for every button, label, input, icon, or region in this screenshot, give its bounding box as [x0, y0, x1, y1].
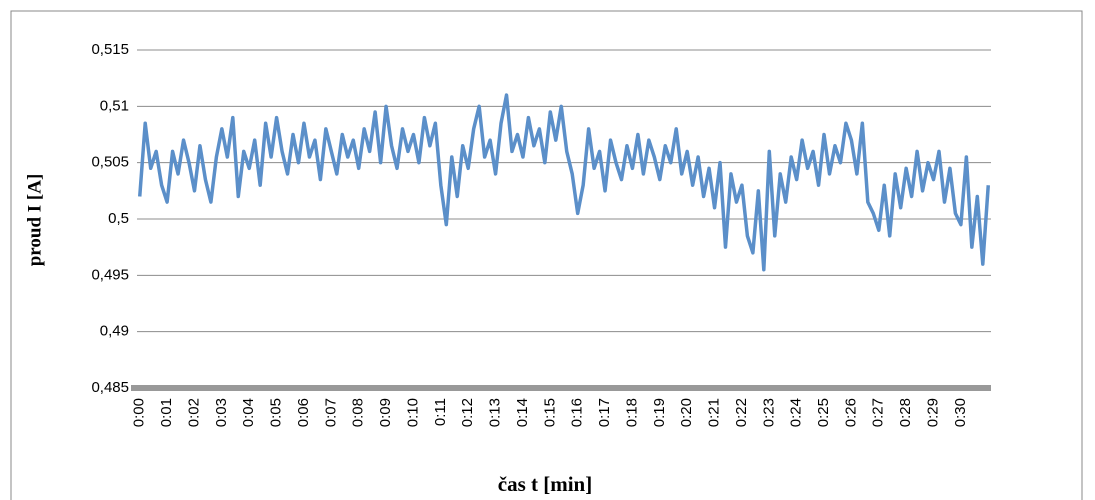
x-tick-label: 0:09	[377, 398, 394, 427]
x-tick-label: 0:11	[432, 398, 449, 426]
y-tick-label: 0,495	[91, 266, 129, 283]
x-tick-label: 0:20	[678, 398, 695, 427]
x-tick-label: 0:21	[706, 398, 723, 427]
x-tick-label: 0:08	[350, 398, 367, 427]
x-tick-label: 0:30	[952, 398, 969, 427]
x-tick-label: 0:05	[268, 398, 285, 427]
x-tick-label: 0:27	[870, 398, 887, 427]
y-tick-label: 0,515	[91, 41, 129, 58]
x-tick-label: 0:26	[842, 398, 859, 427]
y-tick-label: 0,485	[91, 379, 129, 396]
x-tick-label: 0:18	[623, 398, 640, 427]
x-tick-label: 0:28	[897, 398, 914, 427]
x-tick-label: 0:07	[322, 398, 339, 427]
x-tick-label: 0:29	[924, 398, 941, 427]
x-tick-label: 0:06	[295, 398, 312, 427]
x-tick-label: 0:15	[541, 398, 558, 427]
chart-frame	[10, 10, 1083, 500]
x-tick-label: 0:22	[733, 398, 750, 427]
x-axis-label: čas t [min]	[498, 472, 592, 496]
x-tick-label: 0:13	[487, 398, 504, 427]
x-tick-label: 0:10	[404, 398, 421, 427]
y-axis-label: proud I [A]	[24, 174, 45, 267]
x-tick-label: 0:00	[131, 398, 148, 427]
x-tick-label: 0:19	[651, 398, 668, 427]
y-tick-label: 0,5	[108, 210, 129, 227]
x-tick-label: 0:04	[240, 398, 257, 427]
x-tick-label: 0:14	[514, 398, 531, 427]
x-tick-label: 0:16	[569, 398, 586, 427]
x-tick-label: 0:23	[760, 398, 777, 427]
y-tick-label: 0,505	[91, 154, 129, 171]
x-tick-label: 0:12	[459, 398, 476, 427]
data-line	[137, 93, 991, 272]
y-tick-label: 0,51	[100, 97, 129, 114]
x-tick-label: 0:01	[158, 398, 175, 427]
x-tick-label: 0:25	[815, 398, 832, 427]
y-tick-label: 0,49	[100, 323, 129, 340]
x-tick-label: 0:24	[788, 398, 805, 427]
x-tick-label: 0:03	[213, 398, 230, 427]
x-tick-label: 0:17	[596, 398, 613, 427]
x-tick-label: 0:02	[185, 398, 202, 427]
